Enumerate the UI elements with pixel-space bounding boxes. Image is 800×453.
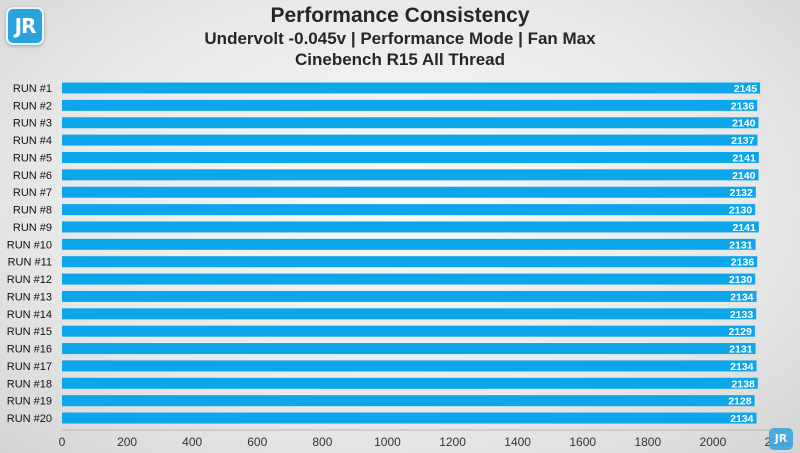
x-tick-label: 400 xyxy=(182,435,202,449)
bar xyxy=(62,343,756,355)
y-tick-label: RUN #4 xyxy=(13,135,52,147)
x-tick-label: 1800 xyxy=(634,435,661,449)
bar xyxy=(62,290,757,302)
chart-titles: Performance Consistency Undervolt -0.045… xyxy=(0,4,800,70)
chart-subtitle-benchmark: Cinebench R15 All Thread xyxy=(294,50,506,69)
bar xyxy=(62,186,756,198)
bar xyxy=(62,117,759,129)
data-label: 2131 xyxy=(729,344,753,356)
y-tick-label: RUN #1 xyxy=(13,83,52,95)
data-label: 2138 xyxy=(731,378,755,390)
data-label: 2141 xyxy=(732,152,756,164)
bar xyxy=(62,273,756,285)
y-tick-label: RUN #6 xyxy=(13,170,52,182)
bar xyxy=(62,325,755,337)
bar xyxy=(62,377,758,389)
data-label: 2131 xyxy=(729,239,753,251)
y-tick-label: RUN #11 xyxy=(8,257,52,269)
y-tick-label: RUN #13 xyxy=(7,291,52,303)
y-tick-label: RUN #8 xyxy=(13,205,52,217)
x-tick-label: 800 xyxy=(312,435,332,449)
data-label: 2141 xyxy=(732,222,756,234)
bar xyxy=(62,412,757,424)
jr-watermark: JR xyxy=(769,428,793,450)
x-tick-label: 200 xyxy=(117,435,137,449)
data-label: 2133 xyxy=(730,309,754,321)
data-label: 2134 xyxy=(730,361,754,373)
bar xyxy=(62,204,756,216)
data-label: 2140 xyxy=(732,118,756,130)
y-tick-label: RUN #7 xyxy=(13,187,52,199)
bar xyxy=(62,360,757,372)
y-tick-label: RUN #14 xyxy=(7,309,52,321)
x-tick-label: 1600 xyxy=(569,435,596,449)
bar xyxy=(62,238,756,250)
y-tick-label: RUN #3 xyxy=(13,118,52,130)
data-label: 2136 xyxy=(731,257,755,269)
y-tick-label: RUN #17 xyxy=(7,361,52,373)
bar xyxy=(62,134,758,146)
bar xyxy=(62,221,759,233)
chart-title: Performance Consistency xyxy=(270,4,530,27)
x-tick-label: 1200 xyxy=(439,435,466,449)
data-label: 2130 xyxy=(729,274,753,286)
y-tick-label: RUN #15 xyxy=(7,326,52,338)
data-label: 2136 xyxy=(731,100,755,112)
data-label: 2132 xyxy=(730,187,754,199)
data-label: 2129 xyxy=(729,326,753,338)
y-tick-label: RUN #5 xyxy=(13,152,52,164)
bar xyxy=(62,395,755,407)
data-label: 2145 xyxy=(734,83,758,95)
data-label: 2130 xyxy=(729,205,753,217)
x-tick-label: 1000 xyxy=(374,435,401,449)
bar xyxy=(62,151,759,163)
data-label: 2128 xyxy=(728,396,752,408)
y-tick-label: RUN #2 xyxy=(13,100,52,112)
y-tick-label: RUN #16 xyxy=(7,344,52,356)
y-tick-label: RUN #20 xyxy=(7,413,52,425)
bar xyxy=(62,308,757,320)
x-tick-label: 2000 xyxy=(700,435,727,449)
y-tick-label: RUN #12 xyxy=(7,274,52,286)
x-tick-label: 600 xyxy=(247,435,267,449)
bar xyxy=(62,169,759,181)
y-tick-label: RUN #10 xyxy=(7,239,52,251)
data-label: 2137 xyxy=(731,135,755,147)
jr-logo: JR xyxy=(6,7,44,45)
data-label: 2140 xyxy=(732,170,756,182)
data-label: 2134 xyxy=(730,413,754,425)
x-tick-label: 1400 xyxy=(504,435,531,449)
data-label: 2134 xyxy=(730,291,754,303)
bar xyxy=(62,99,758,111)
chart-subtitle-settings: Undervolt -0.045v | Performance Mode | F… xyxy=(204,29,596,48)
x-tick-label: 0 xyxy=(59,435,66,449)
bar xyxy=(62,82,761,94)
y-tick-label: RUN #9 xyxy=(13,222,52,234)
y-tick-label: RUN #18 xyxy=(7,378,52,390)
y-tick-label: RUN #19 xyxy=(7,396,52,408)
bar xyxy=(62,256,758,268)
